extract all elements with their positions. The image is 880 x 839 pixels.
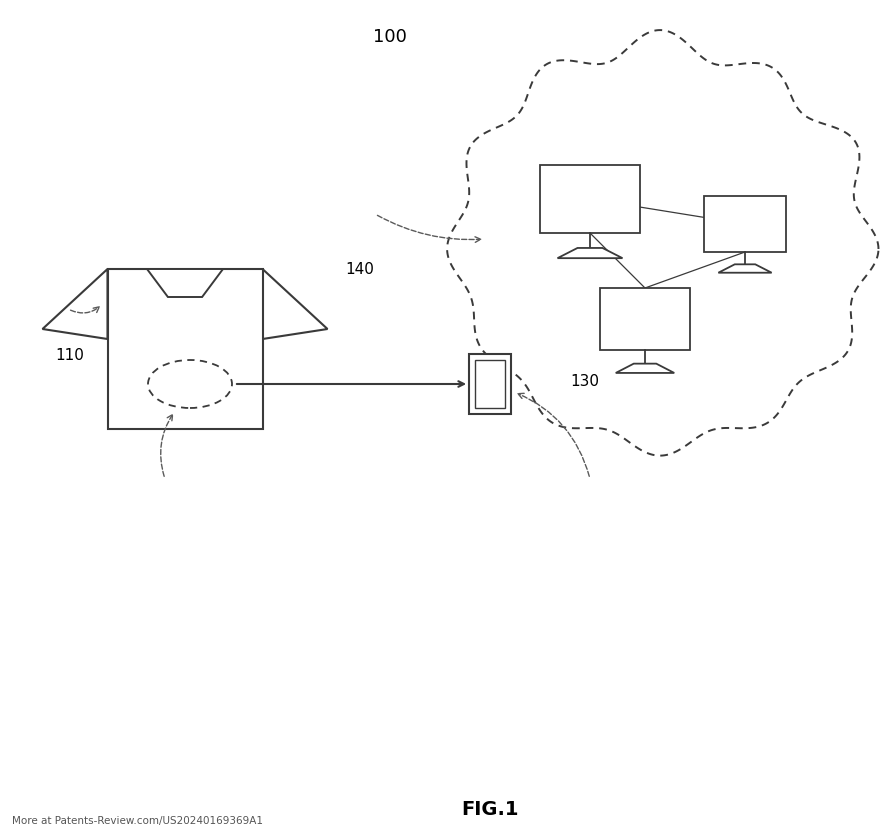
Text: More at Patents-Review.com/US20240169369A1: More at Patents-Review.com/US20240169369…: [12, 816, 263, 826]
Ellipse shape: [148, 360, 232, 408]
Polygon shape: [558, 248, 622, 258]
Polygon shape: [718, 264, 772, 273]
Polygon shape: [107, 269, 262, 429]
Polygon shape: [42, 269, 107, 339]
Polygon shape: [262, 269, 327, 339]
Text: FIG.1: FIG.1: [461, 800, 518, 819]
Bar: [704, 196, 786, 252]
Polygon shape: [147, 269, 223, 297]
Text: 100: 100: [373, 28, 407, 46]
Text: 110: 110: [55, 347, 84, 362]
Text: 140: 140: [345, 263, 374, 278]
Polygon shape: [616, 363, 674, 373]
Text: 130: 130: [570, 374, 599, 389]
Bar: [540, 165, 640, 233]
Text: 120: 120: [148, 378, 177, 393]
Bar: [600, 288, 690, 350]
Polygon shape: [447, 30, 878, 456]
Bar: [469, 354, 511, 414]
Bar: [475, 360, 505, 408]
